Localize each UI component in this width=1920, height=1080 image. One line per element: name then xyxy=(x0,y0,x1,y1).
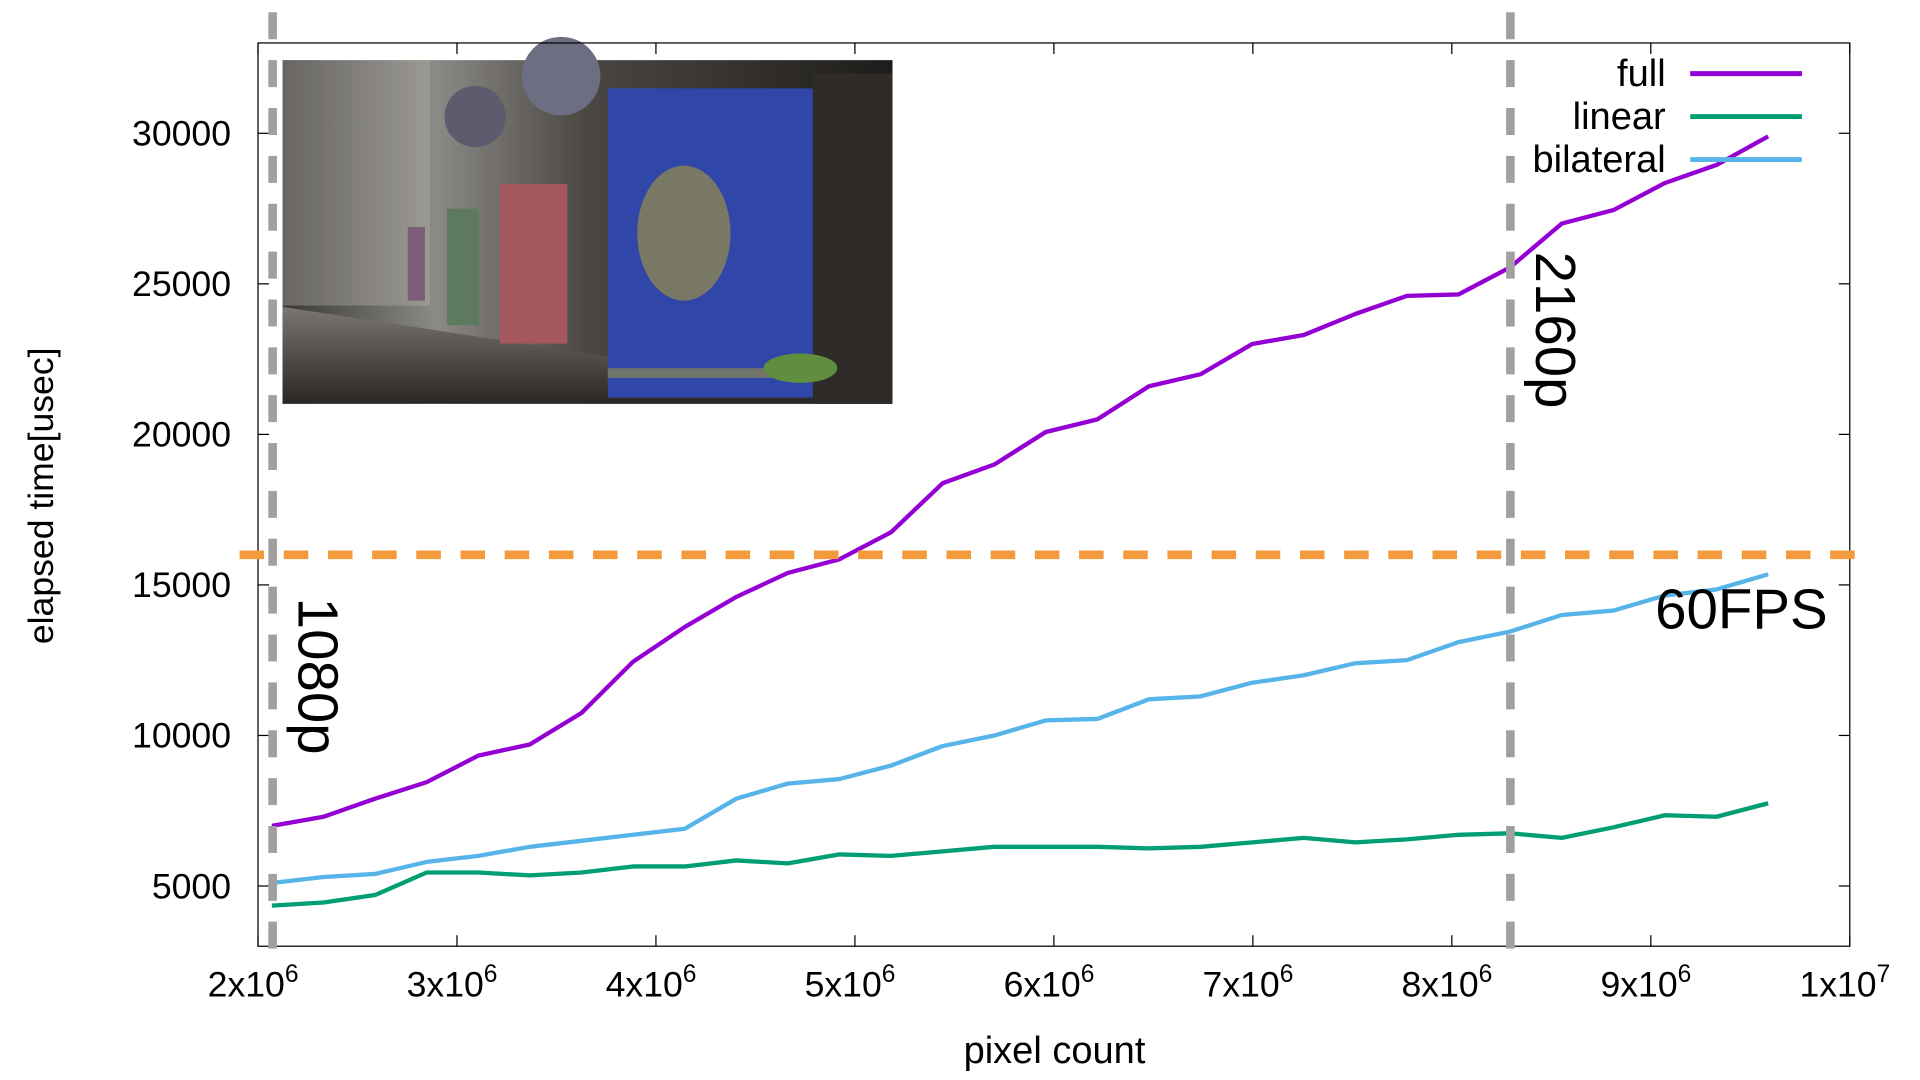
y-tick-label: 20000 xyxy=(132,415,231,455)
legend-label-bilateral: bilateral xyxy=(1532,139,1665,181)
y-tick-label: 15000 xyxy=(132,565,231,605)
series-line-full xyxy=(271,134,1770,828)
resolution-label-1080p: 1080p xyxy=(286,598,349,755)
series-line-bilateral xyxy=(271,572,1769,886)
y-tick-label: 5000 xyxy=(152,866,231,906)
y-tick-label: 30000 xyxy=(132,114,231,154)
60fps-label: 60FPS xyxy=(1655,577,1828,640)
x-tick-label: 7x106 xyxy=(1203,961,1294,1005)
x-tick-label: 2x106 xyxy=(208,961,299,1005)
x-tick-label: 5x106 xyxy=(805,961,896,1005)
x-tick-label: 9x106 xyxy=(1600,961,1691,1005)
x-tick-label: 6x106 xyxy=(1004,961,1095,1005)
legend-label-linear: linear xyxy=(1573,96,1666,138)
x-tick-label: 1x107 xyxy=(1799,961,1890,1005)
x-tick-label: 3x106 xyxy=(407,961,498,1005)
inset-render-image xyxy=(282,36,893,404)
x-tick-label: 4x106 xyxy=(606,961,697,1005)
series-line-linear xyxy=(271,801,1769,908)
x-tick-label: 8x106 xyxy=(1402,961,1493,1005)
y-tick-label: 25000 xyxy=(132,264,231,304)
y-axis-label: elapsed time[usec] xyxy=(21,347,61,644)
y-tick-label: 10000 xyxy=(132,716,231,756)
x-axis-label: pixel count xyxy=(964,1030,1146,1072)
resolution-label-2160p: 2160p xyxy=(1524,252,1587,409)
legend-label-full: full xyxy=(1617,53,1666,95)
